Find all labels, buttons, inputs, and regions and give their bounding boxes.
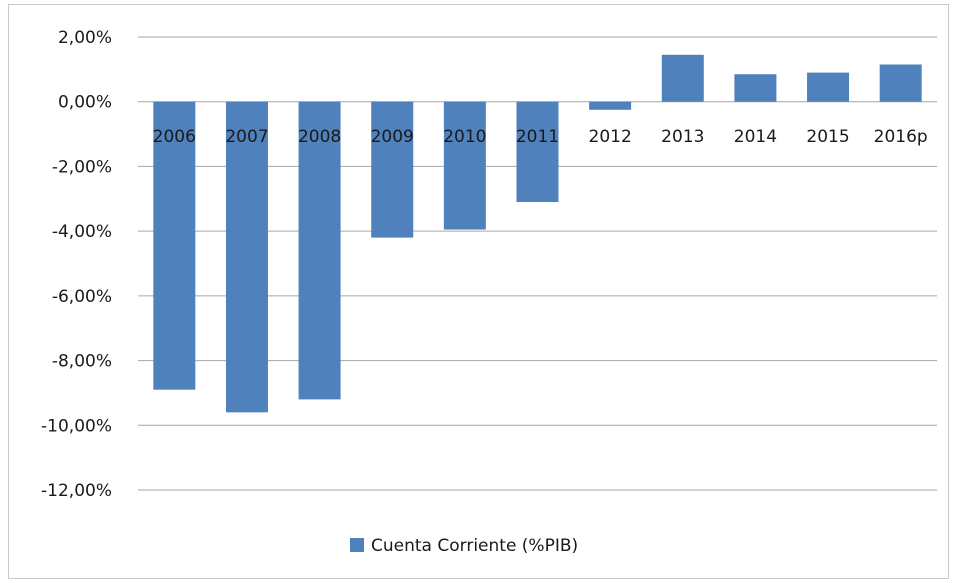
y-tick-label: -2,00% [52, 157, 112, 177]
x-tick-label: 2013 [661, 127, 704, 147]
bars [153, 54, 922, 413]
bar-2007 [225, 101, 268, 413]
bar-2015 [807, 72, 850, 102]
y-tick-label: -8,00% [52, 352, 112, 372]
y-tick-label: 0,00% [58, 93, 112, 113]
y-tick-label: -10,00% [41, 416, 112, 436]
bar-2014 [734, 74, 777, 102]
x-tick-label: 2014 [734, 127, 777, 147]
x-tick-label: 2007 [225, 127, 268, 147]
bar-2012 [589, 101, 632, 110]
bar-2011 [516, 101, 559, 203]
legend-label: Cuenta Corriente (%PIB) [371, 536, 578, 556]
x-axis-ticks: 2006 2007 2008 2009 2010 2011 2012 2013 2014 2015… [153, 127, 928, 147]
legend: Cuenta Corriente (%PIB) [350, 536, 578, 556]
legend-swatch [350, 538, 364, 552]
x-tick-label: 2011 [516, 127, 559, 147]
y-tick-label: 2,00% [58, 28, 112, 48]
bar-2008 [298, 101, 341, 400]
x-tick-label: 2015 [806, 127, 849, 147]
bar-2009 [371, 101, 414, 238]
bar-2016p [879, 64, 922, 102]
x-tick-label: 2006 [153, 127, 196, 147]
y-tick-label: -4,00% [52, 222, 112, 242]
x-tick-label: 2010 [443, 127, 486, 147]
x-tick-label: 2008 [298, 127, 341, 147]
y-tick-label: -6,00% [52, 287, 112, 307]
x-tick-label: 2012 [589, 127, 632, 147]
bar-2013 [661, 54, 704, 102]
bar-2010 [443, 101, 486, 230]
y-tick-label: -12,00% [41, 481, 112, 501]
x-tick-label: 2009 [371, 127, 414, 147]
bar-2006 [153, 101, 196, 390]
y-axis-ticks: 2,00% 0,00% -2,00% -4,00% -6,00% -8,00% -10,00… [41, 28, 112, 501]
x-tick-label: 2016p [874, 127, 928, 147]
gridlines [138, 36, 937, 491]
